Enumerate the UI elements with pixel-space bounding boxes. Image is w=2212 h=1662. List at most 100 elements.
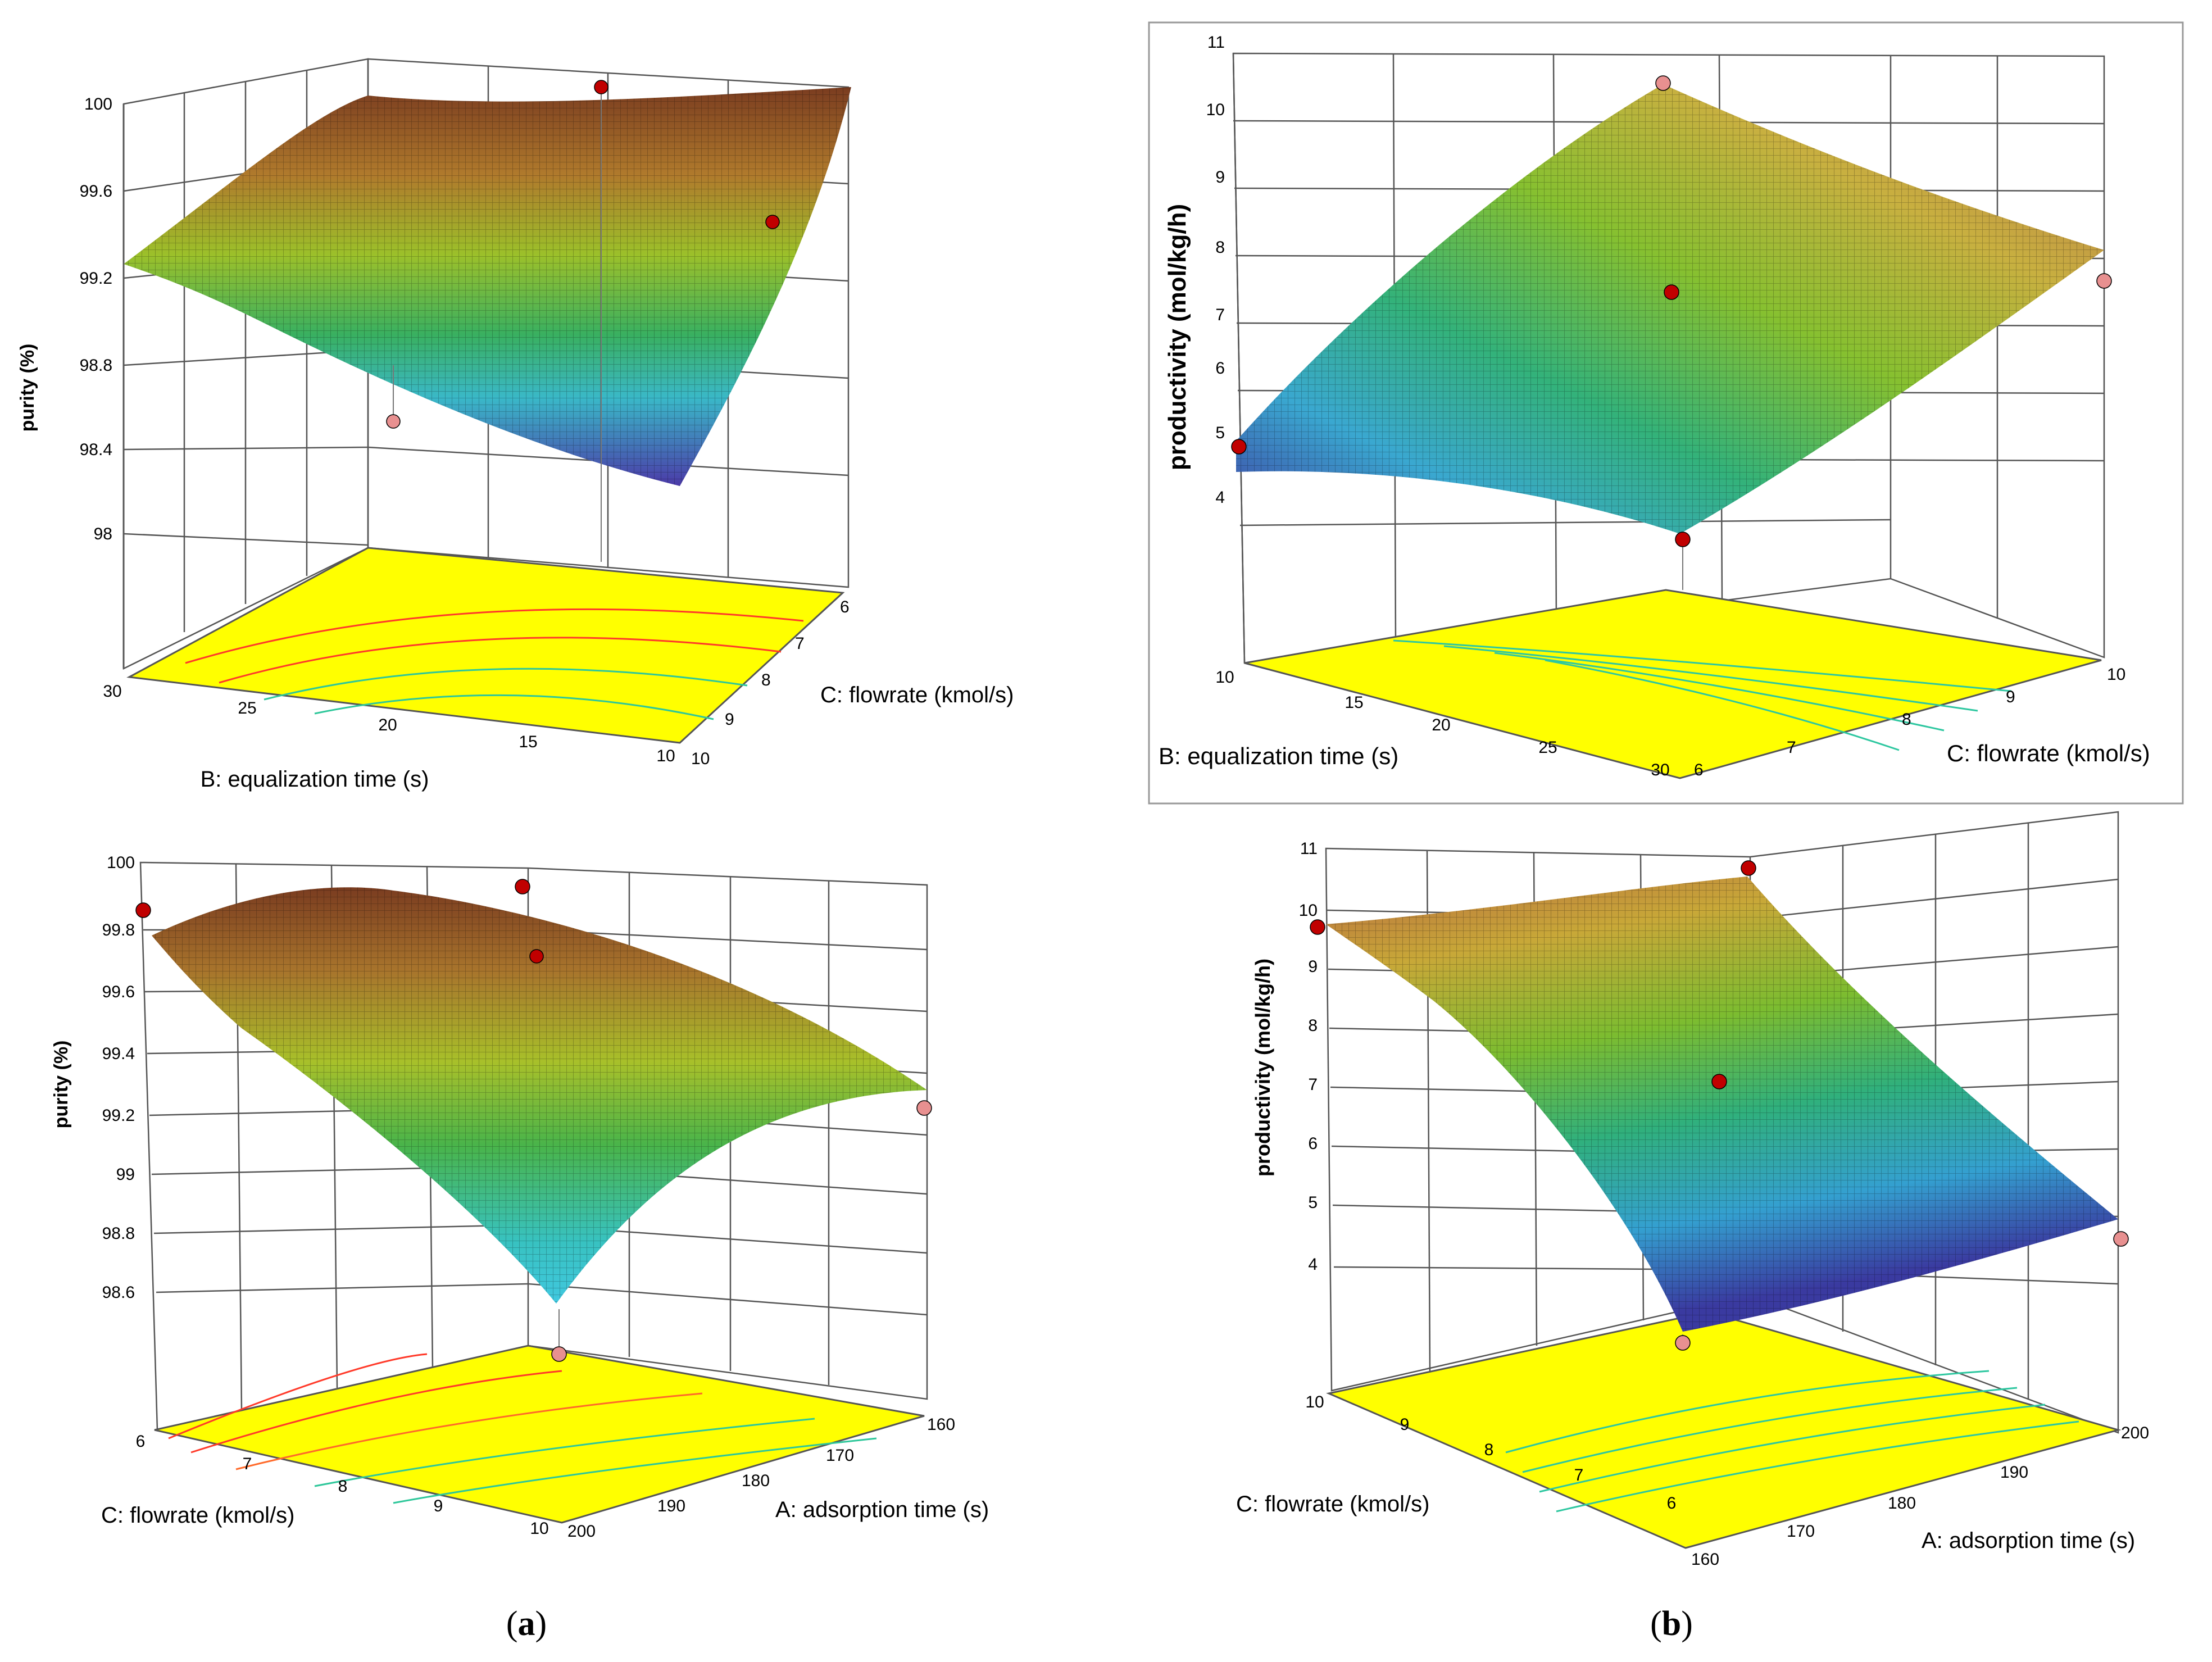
z-tick: 11 — [1300, 839, 1318, 858]
x-axis: 10 15 20 25 30 — [1215, 668, 1669, 779]
y-axis: 6 7 8 9 10 — [1694, 665, 2125, 779]
z-tick: 99.2 — [80, 269, 112, 288]
y-tick: 7 — [795, 634, 805, 653]
design-point — [551, 1346, 567, 1362]
z-tick: 10 — [1299, 901, 1318, 920]
x-tick: 25 — [1538, 738, 1557, 757]
x-tick: 10 — [530, 1519, 548, 1538]
y-tick: 160 — [1691, 1550, 1719, 1569]
z-tick: 98.8 — [102, 1224, 135, 1243]
x-axis-label: C: flowrate (kmol/s) — [101, 1503, 295, 1528]
y-tick: 190 — [657, 1497, 685, 1515]
x-tick: 30 — [103, 682, 121, 701]
floor-plane — [1326, 1311, 2122, 1549]
x-tick: 25 — [238, 699, 256, 718]
z-tick: 9 — [1308, 957, 1318, 976]
design-points — [1231, 75, 2112, 590]
y-axis-label: C: flowrate (kmol/s) — [820, 683, 1014, 707]
z-tick: 99.8 — [102, 921, 135, 939]
design-point — [515, 879, 530, 894]
z-tick: 99.4 — [102, 1045, 135, 1063]
x-tick: 7 — [243, 1455, 252, 1473]
y-tick: 190 — [2000, 1463, 2028, 1482]
chart-a-bottom: 100 99.8 99.6 99.4 99.2 99 98.8 98.6 pur… — [51, 853, 989, 1541]
z-tick: 98.4 — [80, 441, 112, 459]
y-tick: 8 — [761, 671, 771, 689]
y-tick: 180 — [742, 1472, 770, 1490]
y-axis: 10 9 8 7 6 — [691, 598, 850, 768]
z-axis-label: productivity (mol/kg/h) — [1164, 204, 1191, 470]
z-axis-label: purity (%) — [17, 344, 38, 432]
z-tick: 99.6 — [102, 983, 135, 1001]
x-axis: 6 7 8 9 10 — [136, 1432, 549, 1538]
x-axis-label: B: equalization time (s) — [1159, 743, 1398, 769]
panel-label-b: (b) — [1650, 1605, 1693, 1643]
x-tick: 15 — [519, 733, 537, 751]
contour-lines — [1393, 639, 2012, 751]
y-axis-label: A: adsorption time (s) — [775, 1497, 989, 1522]
z-tick: 5 — [1215, 424, 1225, 442]
y-tick: 10 — [691, 750, 710, 768]
design-point — [529, 949, 544, 964]
contour-lines — [1505, 1370, 2079, 1513]
z-tick: 100 — [107, 853, 135, 872]
design-point — [916, 1100, 932, 1116]
x-tick: 30 — [1651, 761, 1669, 779]
design-point — [1310, 919, 1325, 935]
chart-b-top: 11 10 9 8 7 6 5 4 productivity (mol/kg/h… — [1148, 21, 2184, 805]
design-point — [1675, 1335, 1691, 1351]
z-tick: 5 — [1308, 1193, 1318, 1212]
y-tick: 10 — [2107, 665, 2125, 684]
y-tick: 160 — [927, 1415, 955, 1434]
x-tick: 9 — [434, 1497, 443, 1515]
z-tick: 100 — [84, 95, 112, 113]
design-point — [1675, 532, 1691, 547]
design-points — [135, 879, 932, 1362]
x-tick: 10 — [656, 747, 675, 765]
x-tick: 8 — [1484, 1441, 1494, 1459]
chart-b-bottom: 11 10 9 8 7 6 5 4 productivity (mol/kg/h… — [1236, 811, 2149, 1569]
z-tick: 10 — [1206, 101, 1225, 119]
design-points — [1310, 860, 2129, 1351]
design-point — [765, 215, 780, 229]
design-point — [1711, 1074, 1727, 1089]
z-axis-label: purity (%) — [51, 1041, 72, 1129]
z-axis-label: productivity (mol/kg/h) — [1251, 959, 1274, 1177]
z-tick: 4 — [1215, 488, 1225, 507]
panel-label-a: (a) — [506, 1605, 547, 1643]
x-tick: 9 — [1400, 1415, 1410, 1434]
x-tick: 7 — [1574, 1466, 1584, 1484]
z-tick: 6 — [1308, 1134, 1318, 1153]
y-tick: 200 — [567, 1522, 596, 1541]
x-axis: 30 25 20 15 10 — [103, 682, 675, 765]
floor-plane — [126, 547, 845, 744]
design-point — [1664, 284, 1679, 300]
y-axis-label: C: flowrate (kmol/s) — [1947, 740, 2150, 766]
y-tick: 170 — [826, 1446, 854, 1465]
x-axis-label: C: flowrate (kmol/s) — [1236, 1492, 1430, 1516]
design-points — [386, 80, 780, 562]
y-tick: 9 — [725, 710, 734, 729]
design-point — [2096, 273, 2112, 289]
z-tick: 98.8 — [80, 356, 112, 375]
z-axis: 100 99.6 99.2 98.8 98.4 98 — [80, 95, 125, 669]
x-tick: 15 — [1345, 693, 1363, 712]
x-tick: 6 — [1667, 1494, 1677, 1513]
contour-lines — [168, 1353, 877, 1504]
y-tick: 170 — [1787, 1522, 1815, 1541]
z-tick: 8 — [1215, 238, 1225, 257]
design-point — [135, 902, 151, 918]
design-point — [1231, 439, 1247, 455]
z-tick: 4 — [1308, 1255, 1318, 1274]
z-tick: 11 — [1207, 33, 1225, 52]
design-point — [594, 80, 608, 94]
x-tick: 20 — [378, 716, 397, 734]
floor-plane — [1244, 589, 2102, 779]
x-tick: 6 — [136, 1432, 146, 1451]
chart-a-top: 100 99.6 99.2 98.8 98.4 98 purity (%) 30… — [17, 58, 1014, 792]
x-tick: 8 — [338, 1477, 348, 1496]
z-axis: 11 10 9 8 7 6 5 4 — [1206, 33, 1225, 507]
y-axis-label: A: adsorption time (s) — [1922, 1528, 2135, 1553]
y-tick: 200 — [2121, 1424, 2149, 1442]
